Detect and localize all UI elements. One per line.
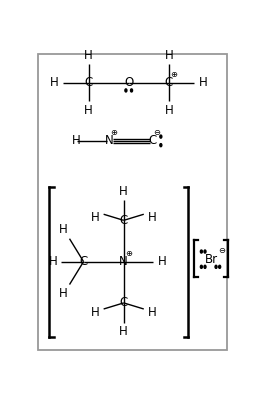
Text: H: H xyxy=(91,306,100,318)
Circle shape xyxy=(160,144,162,146)
Text: C: C xyxy=(149,134,157,147)
Circle shape xyxy=(125,89,127,92)
Circle shape xyxy=(131,89,133,92)
Circle shape xyxy=(200,265,202,268)
Text: N: N xyxy=(105,134,114,147)
Text: H: H xyxy=(59,287,68,300)
Circle shape xyxy=(215,265,217,268)
Text: C: C xyxy=(165,76,173,89)
Circle shape xyxy=(204,265,206,268)
Text: H: H xyxy=(119,325,128,338)
Text: ⊕: ⊕ xyxy=(170,70,177,79)
Text: H: H xyxy=(59,223,68,236)
Text: H: H xyxy=(147,211,156,224)
Circle shape xyxy=(160,135,162,138)
Text: H: H xyxy=(157,255,166,268)
Text: ⊖: ⊖ xyxy=(218,245,225,254)
Circle shape xyxy=(219,265,221,268)
Text: H: H xyxy=(199,76,207,89)
Text: H: H xyxy=(91,211,100,224)
Text: ⊕: ⊕ xyxy=(111,128,118,137)
Text: C: C xyxy=(120,297,128,309)
Text: H: H xyxy=(84,104,93,117)
Text: H: H xyxy=(84,49,93,62)
Text: C: C xyxy=(84,76,93,89)
Text: N: N xyxy=(119,255,128,268)
Text: ⊕: ⊕ xyxy=(125,249,132,258)
Text: H: H xyxy=(72,134,81,147)
Circle shape xyxy=(204,250,206,253)
Text: Br: Br xyxy=(204,252,218,266)
Text: O: O xyxy=(124,76,133,89)
Text: H: H xyxy=(164,104,173,117)
Circle shape xyxy=(200,250,202,253)
Text: C: C xyxy=(120,214,128,227)
Text: H: H xyxy=(49,255,58,268)
Text: H: H xyxy=(164,49,173,62)
Text: C: C xyxy=(80,255,88,268)
Text: H: H xyxy=(50,76,59,89)
Text: ⊖: ⊖ xyxy=(154,128,161,137)
Text: H: H xyxy=(119,185,128,198)
Text: H: H xyxy=(147,306,156,318)
